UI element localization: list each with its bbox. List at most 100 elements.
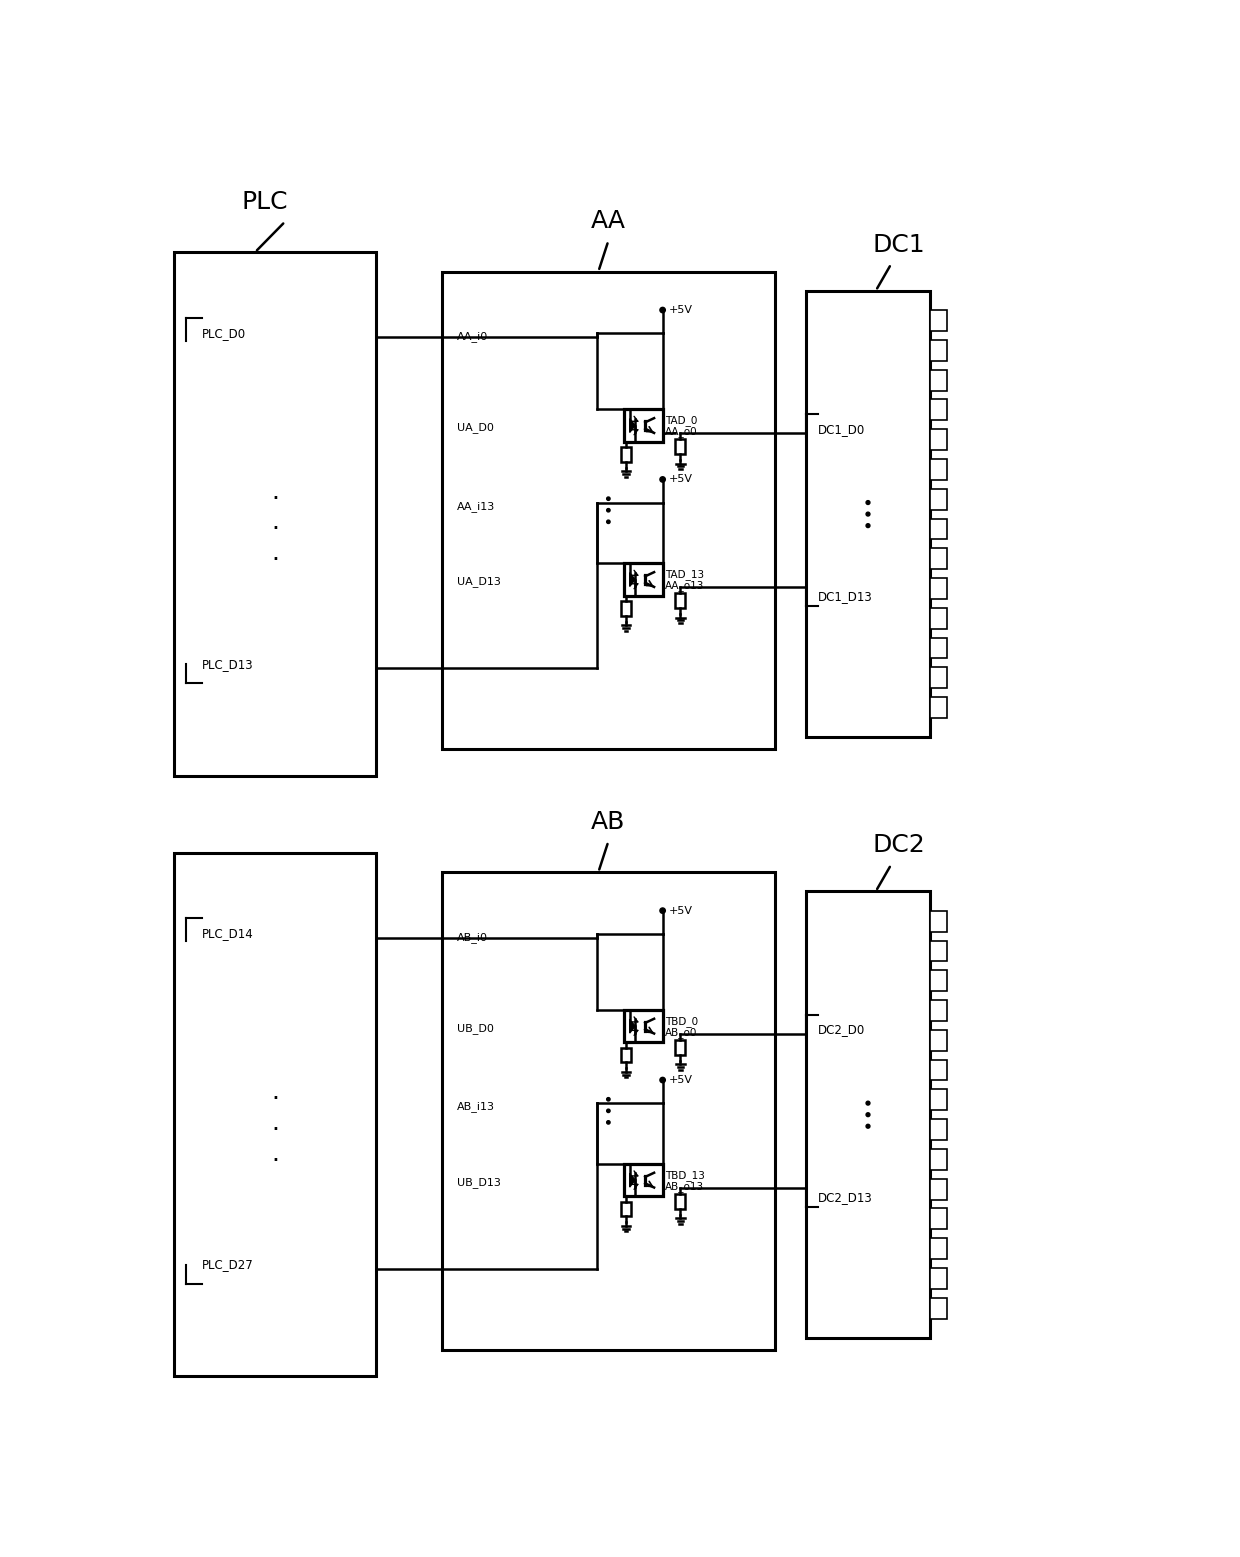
Circle shape — [660, 476, 666, 483]
Bar — [930, 1267, 947, 1289]
Text: ·: · — [272, 487, 279, 511]
Bar — [930, 489, 947, 509]
Polygon shape — [630, 573, 635, 587]
Bar — [930, 1299, 947, 1319]
Circle shape — [606, 1098, 610, 1101]
Bar — [930, 1090, 947, 1110]
Bar — [930, 638, 947, 659]
Text: AB: AB — [591, 810, 625, 835]
Bar — [930, 1060, 947, 1081]
Text: TAD_0: TAD_0 — [665, 416, 697, 427]
Circle shape — [660, 908, 666, 914]
Text: PLC: PLC — [242, 190, 288, 215]
Polygon shape — [630, 419, 635, 433]
Bar — [624, 1010, 662, 1042]
Text: UB_D0: UB_D0 — [458, 1023, 494, 1034]
Bar — [930, 459, 947, 480]
Text: +5V: +5V — [668, 906, 693, 916]
Bar — [930, 548, 947, 570]
Text: UA_D13: UA_D13 — [458, 576, 501, 587]
Text: AA_i0: AA_i0 — [458, 332, 489, 343]
Bar — [621, 1048, 631, 1062]
Text: AA: AA — [591, 210, 626, 234]
Bar — [930, 518, 947, 539]
Text: PLC_D14: PLC_D14 — [201, 928, 253, 940]
Circle shape — [606, 520, 610, 523]
Bar — [930, 940, 947, 961]
Bar — [175, 252, 376, 775]
Text: ·: · — [272, 548, 279, 573]
Circle shape — [866, 523, 870, 528]
Text: PLC_D0: PLC_D0 — [201, 327, 246, 339]
Text: +5V: +5V — [668, 475, 693, 484]
Bar — [676, 1040, 686, 1054]
Bar — [624, 409, 662, 442]
Bar — [930, 911, 947, 931]
Text: ·: · — [272, 1149, 279, 1172]
Text: ·: · — [272, 1118, 279, 1143]
Bar — [624, 1165, 662, 1196]
Circle shape — [866, 1124, 870, 1129]
Text: DC2_D0: DC2_D0 — [817, 1023, 864, 1037]
Bar — [624, 564, 662, 596]
Text: AA_o0: AA_o0 — [665, 427, 698, 438]
Circle shape — [606, 497, 610, 500]
Text: DC2: DC2 — [873, 833, 925, 858]
Bar — [930, 1208, 947, 1230]
Polygon shape — [630, 1174, 635, 1186]
Circle shape — [606, 1121, 610, 1124]
Bar — [930, 430, 947, 450]
Circle shape — [866, 512, 870, 515]
Text: AB_o0: AB_o0 — [665, 1028, 697, 1039]
Bar — [930, 1000, 947, 1021]
Text: AA_o13: AA_o13 — [665, 581, 704, 592]
Bar — [930, 578, 947, 599]
Text: DC1_D0: DC1_D0 — [817, 424, 864, 436]
Bar — [930, 310, 947, 332]
Circle shape — [606, 1109, 610, 1113]
Bar — [930, 1238, 947, 1260]
Text: TBD_0: TBD_0 — [665, 1017, 698, 1028]
Bar — [676, 593, 686, 607]
Text: ·: · — [272, 517, 279, 542]
Circle shape — [866, 1113, 870, 1116]
Text: AB_i13: AB_i13 — [458, 1101, 495, 1112]
Bar — [930, 970, 947, 992]
Bar — [806, 291, 930, 738]
Text: TAD_13: TAD_13 — [665, 570, 704, 581]
Text: TBD_13: TBD_13 — [665, 1169, 704, 1180]
Bar — [175, 853, 376, 1376]
Text: +5V: +5V — [668, 1074, 693, 1085]
Text: UB_D13: UB_D13 — [458, 1177, 501, 1188]
Text: UA_D0: UA_D0 — [458, 422, 494, 433]
Bar — [930, 1029, 947, 1051]
Text: PLC_D13: PLC_D13 — [201, 657, 253, 671]
Text: +5V: +5V — [668, 305, 693, 315]
Text: ·: · — [272, 1087, 279, 1112]
Bar — [930, 1149, 947, 1169]
Bar — [676, 439, 686, 455]
Bar — [930, 607, 947, 629]
Text: DC1_D13: DC1_D13 — [817, 590, 873, 603]
Bar — [930, 698, 947, 718]
Circle shape — [866, 1101, 870, 1105]
Circle shape — [866, 501, 870, 504]
Bar — [621, 601, 631, 617]
Text: AB_i0: AB_i0 — [458, 933, 489, 944]
Bar — [930, 1179, 947, 1199]
Text: AA_i13: AA_i13 — [458, 501, 496, 512]
Polygon shape — [630, 1020, 635, 1034]
Bar — [806, 892, 930, 1337]
Bar — [441, 271, 775, 749]
Bar — [441, 872, 775, 1350]
Circle shape — [606, 509, 610, 512]
Circle shape — [660, 307, 666, 313]
Bar — [930, 668, 947, 688]
Text: PLC_D27: PLC_D27 — [201, 1258, 253, 1272]
Text: DC1: DC1 — [873, 232, 925, 257]
Bar — [930, 1119, 947, 1140]
Bar — [676, 1194, 686, 1208]
Bar — [621, 1202, 631, 1216]
Text: AB_o13: AB_o13 — [665, 1180, 704, 1191]
Text: DC2_D13: DC2_D13 — [817, 1191, 873, 1204]
